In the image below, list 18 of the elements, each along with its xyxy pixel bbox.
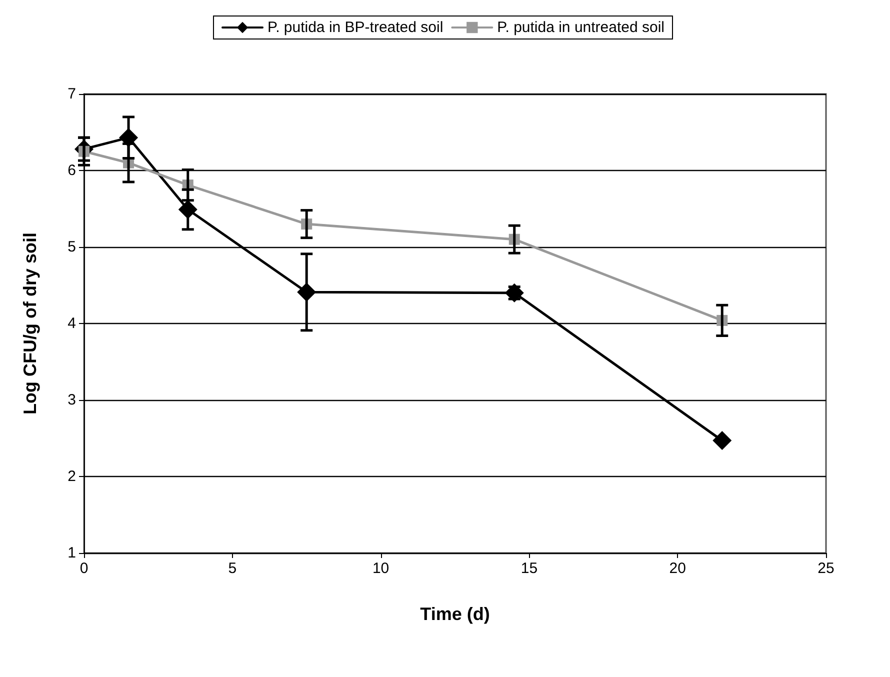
y-tick-label: 5 (68, 238, 76, 256)
y-tick-label: 4 (68, 315, 76, 332)
x-tick-label: 15 (520, 560, 538, 577)
x-axis-title: Time (d) (420, 604, 490, 624)
x-tick-label: 20 (669, 560, 686, 577)
legend-label: P. putida in untreated soil (497, 19, 665, 36)
y-tick-label: 1 (68, 544, 76, 562)
legend-label: P. putida in BP-treated soil (267, 19, 444, 36)
x-tick-label: 10 (372, 560, 390, 577)
y-axis-title: Log CFU/g of dry soil (20, 232, 40, 414)
x-tick-label: 5 (228, 560, 237, 577)
x-tick-label: 25 (818, 560, 834, 577)
y-tick-label: 3 (68, 392, 76, 408)
x-tick-label: 0 (80, 560, 88, 577)
point (712, 431, 732, 450)
y-tick-label: 7 (68, 86, 76, 102)
y-tick-label: 2 (68, 468, 76, 485)
y-tick-label: 6 (68, 162, 76, 179)
